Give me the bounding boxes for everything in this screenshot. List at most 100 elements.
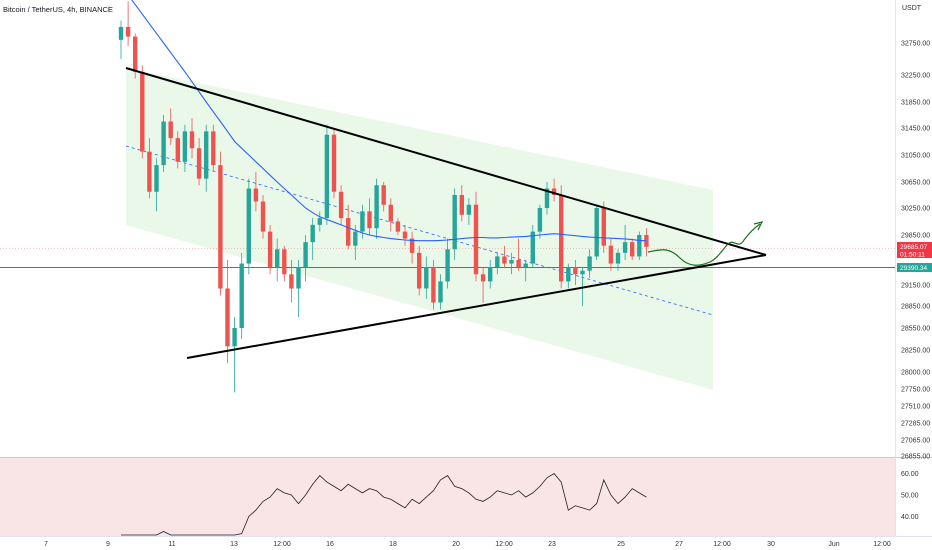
level-price-badge: 29390.34	[897, 263, 932, 272]
candle	[140, 65, 145, 159]
candle	[331, 128, 337, 199]
candle	[204, 124, 209, 192]
time-tick-label: 9	[106, 541, 110, 548]
candle	[232, 317, 237, 393]
projection-path	[647, 223, 761, 266]
candle	[580, 267, 585, 306]
time-tick-label: Jun	[828, 541, 839, 548]
candle	[537, 204, 543, 239]
price-tick-label: 29150.00	[901, 283, 930, 290]
price-tick-label: 31450.00	[901, 126, 930, 133]
price-tick-label: 27510.00	[901, 404, 930, 411]
candle	[118, 20, 124, 59]
time-tick-label: 16	[326, 541, 334, 548]
candle	[296, 260, 301, 317]
candle	[637, 231, 642, 260]
candle	[417, 245, 422, 296]
candle	[168, 108, 173, 145]
price-tick-label: 27750.00	[901, 387, 930, 394]
candle	[566, 263, 571, 289]
rsi-axis: 60.00 50.00 40.00	[901, 471, 919, 521]
time-tick-label: 27	[675, 541, 683, 548]
candle	[324, 124, 330, 225]
candle	[395, 218, 401, 235]
time-tick-label: 12:00	[873, 541, 891, 548]
candle	[644, 228, 649, 257]
price-tick-label: 30250.00	[901, 206, 930, 213]
price-tick-label: 31850.00	[901, 100, 930, 107]
candle	[317, 211, 322, 232]
candle	[622, 224, 628, 260]
rsi-pane[interactable]	[0, 458, 895, 536]
candle	[310, 218, 315, 260]
price-tick-label: 26855.00	[901, 454, 930, 461]
price-tick-label: 32250.00	[901, 73, 930, 80]
candle	[594, 204, 599, 260]
candle	[175, 131, 180, 169]
candle	[530, 224, 535, 268]
price-tick-label: 28850.00	[901, 304, 930, 311]
candle	[587, 249, 592, 278]
candle	[246, 178, 251, 275]
time-tick-label: 18	[389, 541, 397, 548]
candle	[147, 138, 152, 199]
triangle-lower-trendline[interactable]	[186, 254, 767, 359]
candle	[630, 238, 635, 260]
candle	[381, 182, 386, 212]
candle	[601, 201, 606, 253]
time-tick-label: 23	[548, 541, 556, 548]
candle	[488, 260, 493, 289]
candle	[516, 238, 521, 271]
price-tick-label: 30650.00	[901, 180, 930, 187]
last-price-value: 29685.07	[900, 244, 927, 251]
candle	[544, 182, 550, 215]
candle	[445, 238, 450, 289]
candle	[282, 245, 287, 282]
candle	[225, 260, 230, 364]
candle	[431, 260, 436, 310]
candle	[573, 260, 578, 285]
time-tick-label: 7	[44, 541, 48, 548]
time-tick-label: 11	[168, 541, 175, 548]
price-tick-label: 32750.00	[901, 41, 930, 48]
rsi-tick-label: 50.00	[901, 493, 919, 500]
price-tick-label: 27285.00	[901, 421, 930, 428]
regression-channel-fill	[126, 68, 713, 390]
candles-layer	[118, 1, 649, 393]
candle	[424, 256, 429, 299]
price-tick-label: 28250.00	[901, 348, 930, 355]
projection-arrowhead-icon	[753, 221, 764, 231]
price-tick-label: 28000.00	[901, 370, 930, 377]
candle	[466, 198, 472, 225]
triangle-upper-trendline[interactable]	[125, 67, 767, 256]
time-axis[interactable]: 7 9 11 13 12:00 16 18 20 12:00 23 25 27 12:00 30 Jun 12…	[44, 541, 891, 548]
price-axis[interactable]: 32750.00 32250.00 31850.00 31450.00 31050.00…	[901, 41, 930, 461]
price-tick-label: 29850.00	[901, 233, 930, 240]
candle	[509, 252, 514, 275]
candle	[374, 178, 379, 239]
candle	[189, 118, 195, 159]
price-tick-label: 28550.00	[901, 326, 930, 333]
level-price-value: 29390.34	[900, 265, 927, 272]
candle	[559, 185, 564, 289]
time-tick-label: 12:00	[495, 541, 513, 548]
candle	[182, 124, 188, 172]
candle	[161, 115, 166, 172]
moving-average-line	[131, 0, 647, 242]
chart-title: Bitcoin / TetherUS, 4h, BINANCE	[3, 5, 113, 14]
candle	[480, 267, 486, 303]
candle	[452, 188, 457, 260]
candle	[615, 249, 621, 271]
price-unit-label: USDT	[902, 5, 922, 12]
price-tick-label: 31050.00	[901, 153, 930, 160]
candle	[409, 231, 415, 264]
candle	[125, 1, 131, 47]
candle	[608, 238, 614, 271]
candle	[154, 158, 159, 212]
candle	[473, 191, 479, 282]
candle	[338, 185, 344, 225]
candle	[196, 138, 202, 186]
candle	[502, 245, 507, 268]
candle	[523, 260, 528, 282]
